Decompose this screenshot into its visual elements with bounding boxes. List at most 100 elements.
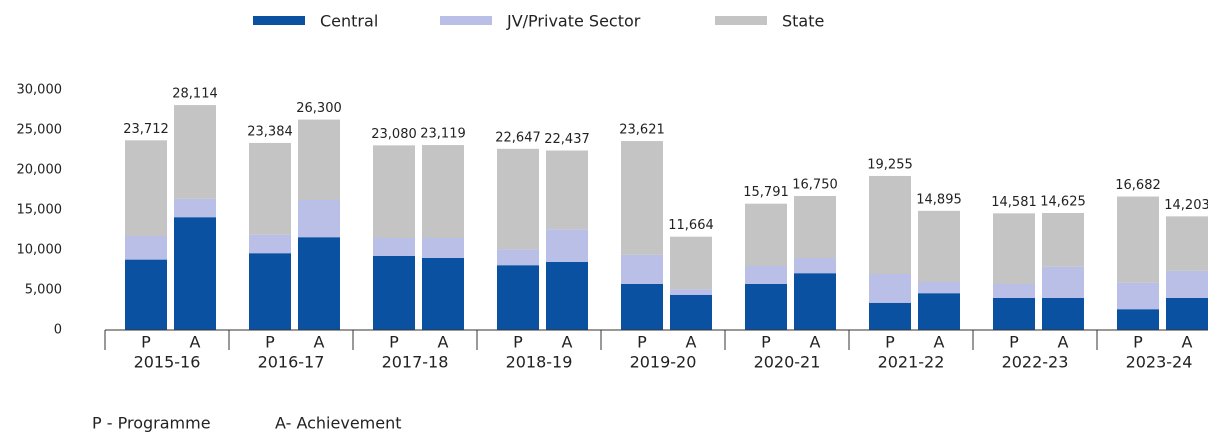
x-tick-label: P bbox=[513, 333, 523, 352]
x-tick-label: A bbox=[1058, 333, 1069, 352]
x-tick-label: A bbox=[438, 333, 449, 352]
y-tick-label: 20,000 bbox=[17, 163, 63, 178]
bar-segment bbox=[918, 210, 960, 282]
total-label: 16,682 bbox=[1115, 178, 1161, 193]
x-tick-label: P bbox=[885, 333, 895, 352]
group-label: 2021-22 bbox=[878, 353, 945, 372]
legend-swatch bbox=[440, 16, 492, 25]
footnote: A- Achievement bbox=[275, 414, 402, 432]
bar-segment bbox=[125, 236, 167, 260]
group-label: 2020-21 bbox=[754, 353, 821, 372]
total-label: 28,114 bbox=[172, 87, 218, 102]
x-tick-label: A bbox=[314, 333, 325, 352]
x-tick-label: A bbox=[934, 333, 945, 352]
group-label: 2015-16 bbox=[134, 353, 201, 372]
legend-label: JV/Private Sector bbox=[506, 12, 641, 31]
bar-segment bbox=[670, 294, 712, 330]
legend-swatch bbox=[715, 16, 767, 25]
x-tick-label: A bbox=[810, 333, 821, 352]
legend-label: Central bbox=[320, 12, 378, 31]
bar-segment bbox=[869, 274, 911, 303]
bar-segment bbox=[174, 217, 216, 330]
footnote: P - Programme bbox=[92, 414, 211, 432]
bar-segment bbox=[621, 141, 663, 255]
bar-segment bbox=[869, 302, 911, 330]
bar-segment bbox=[125, 259, 167, 330]
total-label: 14,625 bbox=[1040, 195, 1086, 210]
legend-swatch bbox=[253, 16, 305, 25]
total-label: 16,750 bbox=[792, 178, 838, 193]
total-label: 23,712 bbox=[123, 122, 169, 137]
bar-segment bbox=[1117, 309, 1159, 330]
bar-segment bbox=[794, 196, 836, 258]
bar-segment bbox=[298, 200, 340, 238]
bar-segment bbox=[125, 140, 167, 236]
x-tick-label: P bbox=[761, 333, 771, 352]
bar-segment bbox=[1042, 213, 1084, 267]
bar-segment bbox=[1117, 196, 1159, 283]
bar-segment bbox=[422, 145, 464, 238]
total-label: 22,437 bbox=[544, 132, 590, 147]
total-label: 23,621 bbox=[619, 123, 665, 138]
x-tick-label: P bbox=[141, 333, 151, 352]
bar-segment bbox=[621, 254, 663, 284]
bar-segment bbox=[993, 213, 1035, 284]
group-label: 2016-17 bbox=[258, 353, 325, 372]
x-tick-label: P bbox=[1133, 333, 1143, 352]
total-label: 14,581 bbox=[991, 195, 1037, 210]
x-tick-label: A bbox=[686, 333, 697, 352]
group-label: 2019-20 bbox=[630, 353, 697, 372]
bar-segment bbox=[497, 249, 539, 266]
bar-segment bbox=[621, 284, 663, 330]
bar-segment bbox=[745, 266, 787, 284]
bar-segment bbox=[869, 175, 911, 274]
total-label: 22,647 bbox=[495, 130, 541, 145]
x-tick-label: P bbox=[389, 333, 399, 352]
x-tick-label: P bbox=[637, 333, 647, 352]
bar-segment bbox=[794, 258, 836, 274]
x-tick-label: P bbox=[265, 333, 275, 352]
y-tick-label: 25,000 bbox=[17, 123, 63, 138]
bar-segment bbox=[794, 273, 836, 330]
y-tick-label: 0 bbox=[54, 323, 62, 338]
bar-segment bbox=[670, 236, 712, 290]
bar-segment bbox=[497, 265, 539, 330]
bar-segment bbox=[174, 198, 216, 218]
bar-segment bbox=[670, 289, 712, 295]
total-label: 23,384 bbox=[247, 124, 293, 139]
total-label: 23,119 bbox=[420, 127, 466, 142]
bar-segment bbox=[918, 282, 960, 294]
y-tick-label: 10,000 bbox=[17, 243, 63, 258]
bar-segment bbox=[174, 105, 216, 199]
bar-segment bbox=[745, 284, 787, 330]
x-tick-label: A bbox=[190, 333, 201, 352]
bar-segment bbox=[546, 229, 588, 262]
bar-segment bbox=[918, 293, 960, 330]
legend-label: State bbox=[782, 12, 824, 31]
bar-segment bbox=[745, 203, 787, 266]
total-label: 14,203 bbox=[1164, 198, 1208, 213]
bar-segment bbox=[422, 238, 464, 258]
total-label: 11,664 bbox=[668, 218, 714, 233]
x-tick-label: A bbox=[562, 333, 573, 352]
bar-segment bbox=[1042, 266, 1084, 298]
y-tick-label: 30,000 bbox=[17, 83, 63, 98]
bar-segment bbox=[298, 237, 340, 330]
bar-segment bbox=[497, 148, 539, 250]
bar-segment bbox=[249, 142, 291, 235]
group-label: 2023-24 bbox=[1126, 353, 1193, 372]
bar-segment bbox=[373, 238, 415, 256]
bar-segment bbox=[993, 284, 1035, 298]
y-tick-label: 15,000 bbox=[17, 203, 63, 218]
group-label: 2017-18 bbox=[382, 353, 449, 372]
bar-segment bbox=[1166, 270, 1208, 298]
total-label: 19,255 bbox=[867, 157, 913, 172]
total-label: 15,791 bbox=[743, 185, 789, 200]
group-label: 2018-19 bbox=[506, 353, 573, 372]
x-tick-label: A bbox=[1182, 333, 1193, 352]
y-tick-label: 5,000 bbox=[25, 283, 62, 298]
total-label: 23,080 bbox=[371, 127, 417, 142]
bar-segment bbox=[249, 234, 291, 254]
bar-segment bbox=[373, 145, 415, 238]
